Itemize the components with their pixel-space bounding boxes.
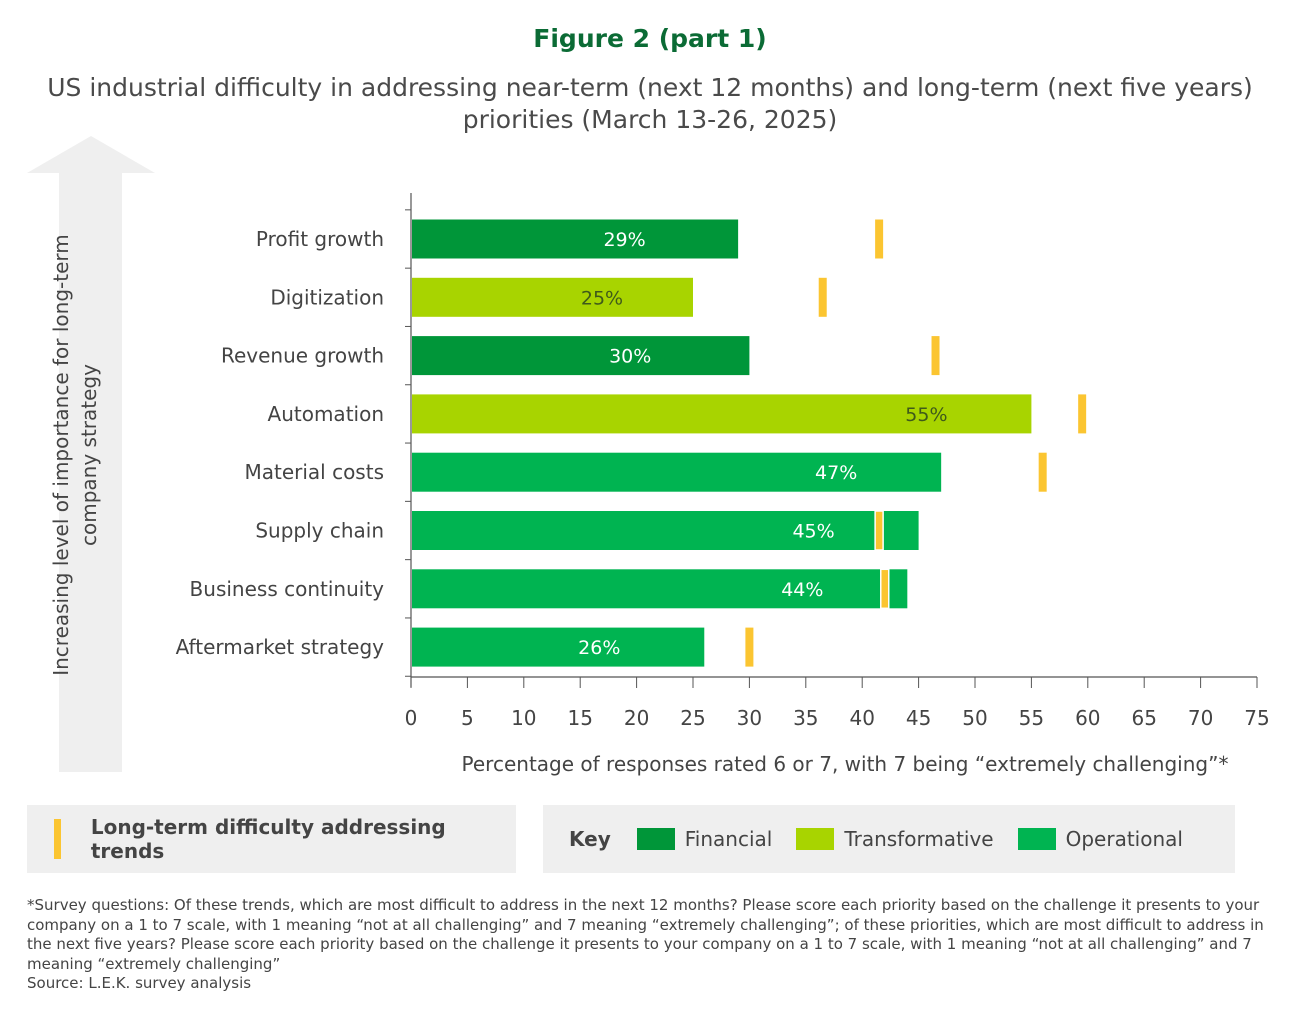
importance-arrow <box>27 136 155 772</box>
bar-revenue-growth <box>412 336 750 376</box>
long-term-marker <box>874 510 884 551</box>
bar-value-label: 55% <box>905 404 947 426</box>
bar-business-continuity <box>412 569 908 609</box>
category-label: Digitization <box>270 285 384 309</box>
category-label: Revenue growth <box>221 344 384 368</box>
category-label: Material costs <box>244 460 384 484</box>
legend-label: Operational <box>1065 827 1183 851</box>
bar-value-label: 44% <box>781 579 823 601</box>
x-tick-label: 50 <box>962 706 987 730</box>
footnote: *Survey questions: Of these trends, whic… <box>27 896 1267 994</box>
long-term-marker <box>880 568 890 610</box>
x-tick-label: 30 <box>737 706 762 730</box>
bar-material-costs <box>412 452 942 492</box>
x-tick-label: 70 <box>1188 706 1213 730</box>
legend-label: Transformative <box>844 827 994 851</box>
x-tick-label: 60 <box>1075 706 1100 730</box>
x-tick-label: 10 <box>511 706 536 730</box>
x-tick-label: 25 <box>680 706 705 730</box>
figure-title: Figure 2 (part 1) <box>533 24 767 53</box>
x-tick-label: 55 <box>1019 706 1044 730</box>
legend-item-financial: Financial <box>636 827 773 851</box>
long-term-marker-swatch <box>54 819 61 859</box>
x-tick-label: 35 <box>793 706 818 730</box>
long-term-marker <box>818 277 827 317</box>
x-tick-label: 65 <box>1131 706 1156 730</box>
bar-value-label: 47% <box>815 462 857 484</box>
bar-value-label: 45% <box>792 521 834 543</box>
source-note: Source: L.E.K. survey analysis <box>27 974 252 992</box>
long-term-marker <box>745 627 754 667</box>
x-tick-label: 40 <box>849 706 874 730</box>
x-tick-label: 45 <box>906 706 931 730</box>
long-term-legend: Long-term difficulty addressing trends <box>27 805 516 873</box>
bar-supply-chain <box>412 511 919 550</box>
transformative-swatch <box>796 828 835 850</box>
bar-value-label: 25% <box>581 287 623 309</box>
key-label: Key <box>569 827 611 851</box>
x-tick-label: 0 <box>405 706 418 730</box>
bar-automation <box>412 394 1032 434</box>
long-term-marker <box>1038 452 1047 492</box>
key-legend: Key Financial Transformative Operational <box>543 805 1235 873</box>
bar-profit-growth <box>412 219 739 259</box>
operational-swatch <box>1017 828 1056 850</box>
bar-digitization <box>412 277 693 317</box>
x-tick-label: 20 <box>624 706 649 730</box>
survey-note: *Survey questions: Of these trends, whic… <box>27 896 1264 973</box>
x-tick-label: 5 <box>461 706 474 730</box>
y-axis-label: Increasing level of importance for long-… <box>49 234 101 676</box>
long-term-marker <box>931 336 940 376</box>
chart-subtitle: US industrial difficulty in addressing n… <box>47 73 1253 134</box>
long-term-marker <box>875 219 884 259</box>
category-label: Supply chain <box>255 519 384 543</box>
bar-aftermarket-strategy <box>412 627 705 667</box>
long-term-marker <box>1078 394 1087 434</box>
bar-value-label: 30% <box>609 346 651 368</box>
legend-item-operational: Operational <box>1017 827 1183 851</box>
category-label: Aftermarket strategy <box>176 635 385 659</box>
bar-value-label: 26% <box>578 637 620 659</box>
x-tick-label: 15 <box>567 706 592 730</box>
x-axis-label: Percentage of responses rated 6 or 7, wi… <box>461 752 1229 776</box>
category-label: Profit growth <box>256 227 384 251</box>
long-term-legend-label: Long-term difficulty addressing trends <box>90 815 446 863</box>
legend-label: Financial <box>684 827 773 851</box>
category-label: Automation <box>268 402 384 426</box>
x-tick-label: 75 <box>1244 706 1269 730</box>
category-label: Business continuity <box>190 577 385 601</box>
legend-item-transformative: Transformative <box>796 827 994 851</box>
chart: 0 5 10 15 20 25 30 35 40 45 50 55 60 65 70 75 Profit gro… <box>27 136 1270 772</box>
financial-swatch <box>636 828 675 850</box>
bar-value-label: 29% <box>603 229 645 251</box>
